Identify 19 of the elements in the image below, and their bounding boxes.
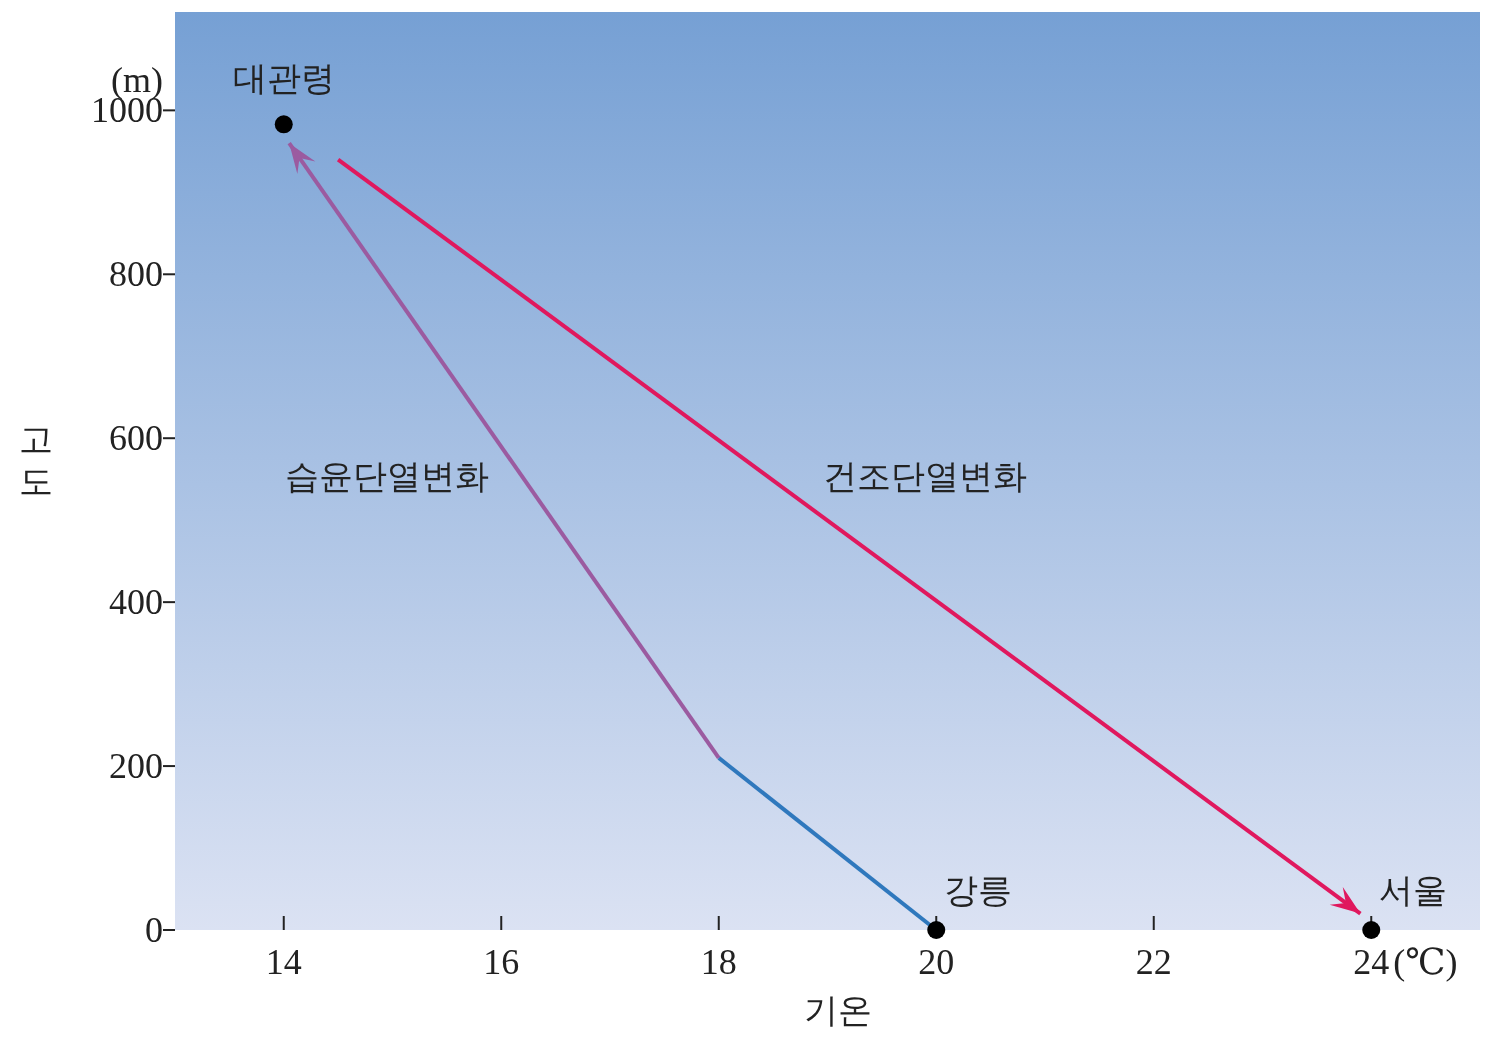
y-tick-label: 0 [145, 910, 163, 950]
annotation: 강릉 [944, 870, 1013, 910]
x-tick-label: 22 [1135, 942, 1172, 982]
y-tick-label: 800 [109, 254, 163, 295]
x-tick-label: 24 [1353, 942, 1390, 982]
annotation: 서울 [1379, 870, 1448, 910]
y-tick-label: 400 [109, 582, 163, 623]
y-tick-label: 200 [109, 746, 163, 787]
x-axis-title: 기온 [803, 990, 872, 1030]
y-tick-label: 600 [109, 418, 163, 459]
annotation: 건조단열변화 [823, 456, 1027, 496]
x-tick-label: 20 [918, 942, 955, 982]
text: (℃) [1393, 942, 1458, 982]
x-tick-label: 18 [700, 942, 737, 982]
annotation: 습윤단열변화 [285, 456, 489, 496]
x-tick-label: 14 [265, 942, 302, 982]
annotation: 대관령 [232, 58, 335, 99]
x-tick-label: 16 [483, 942, 520, 982]
y-axis-title: 고도 [19, 419, 53, 501]
